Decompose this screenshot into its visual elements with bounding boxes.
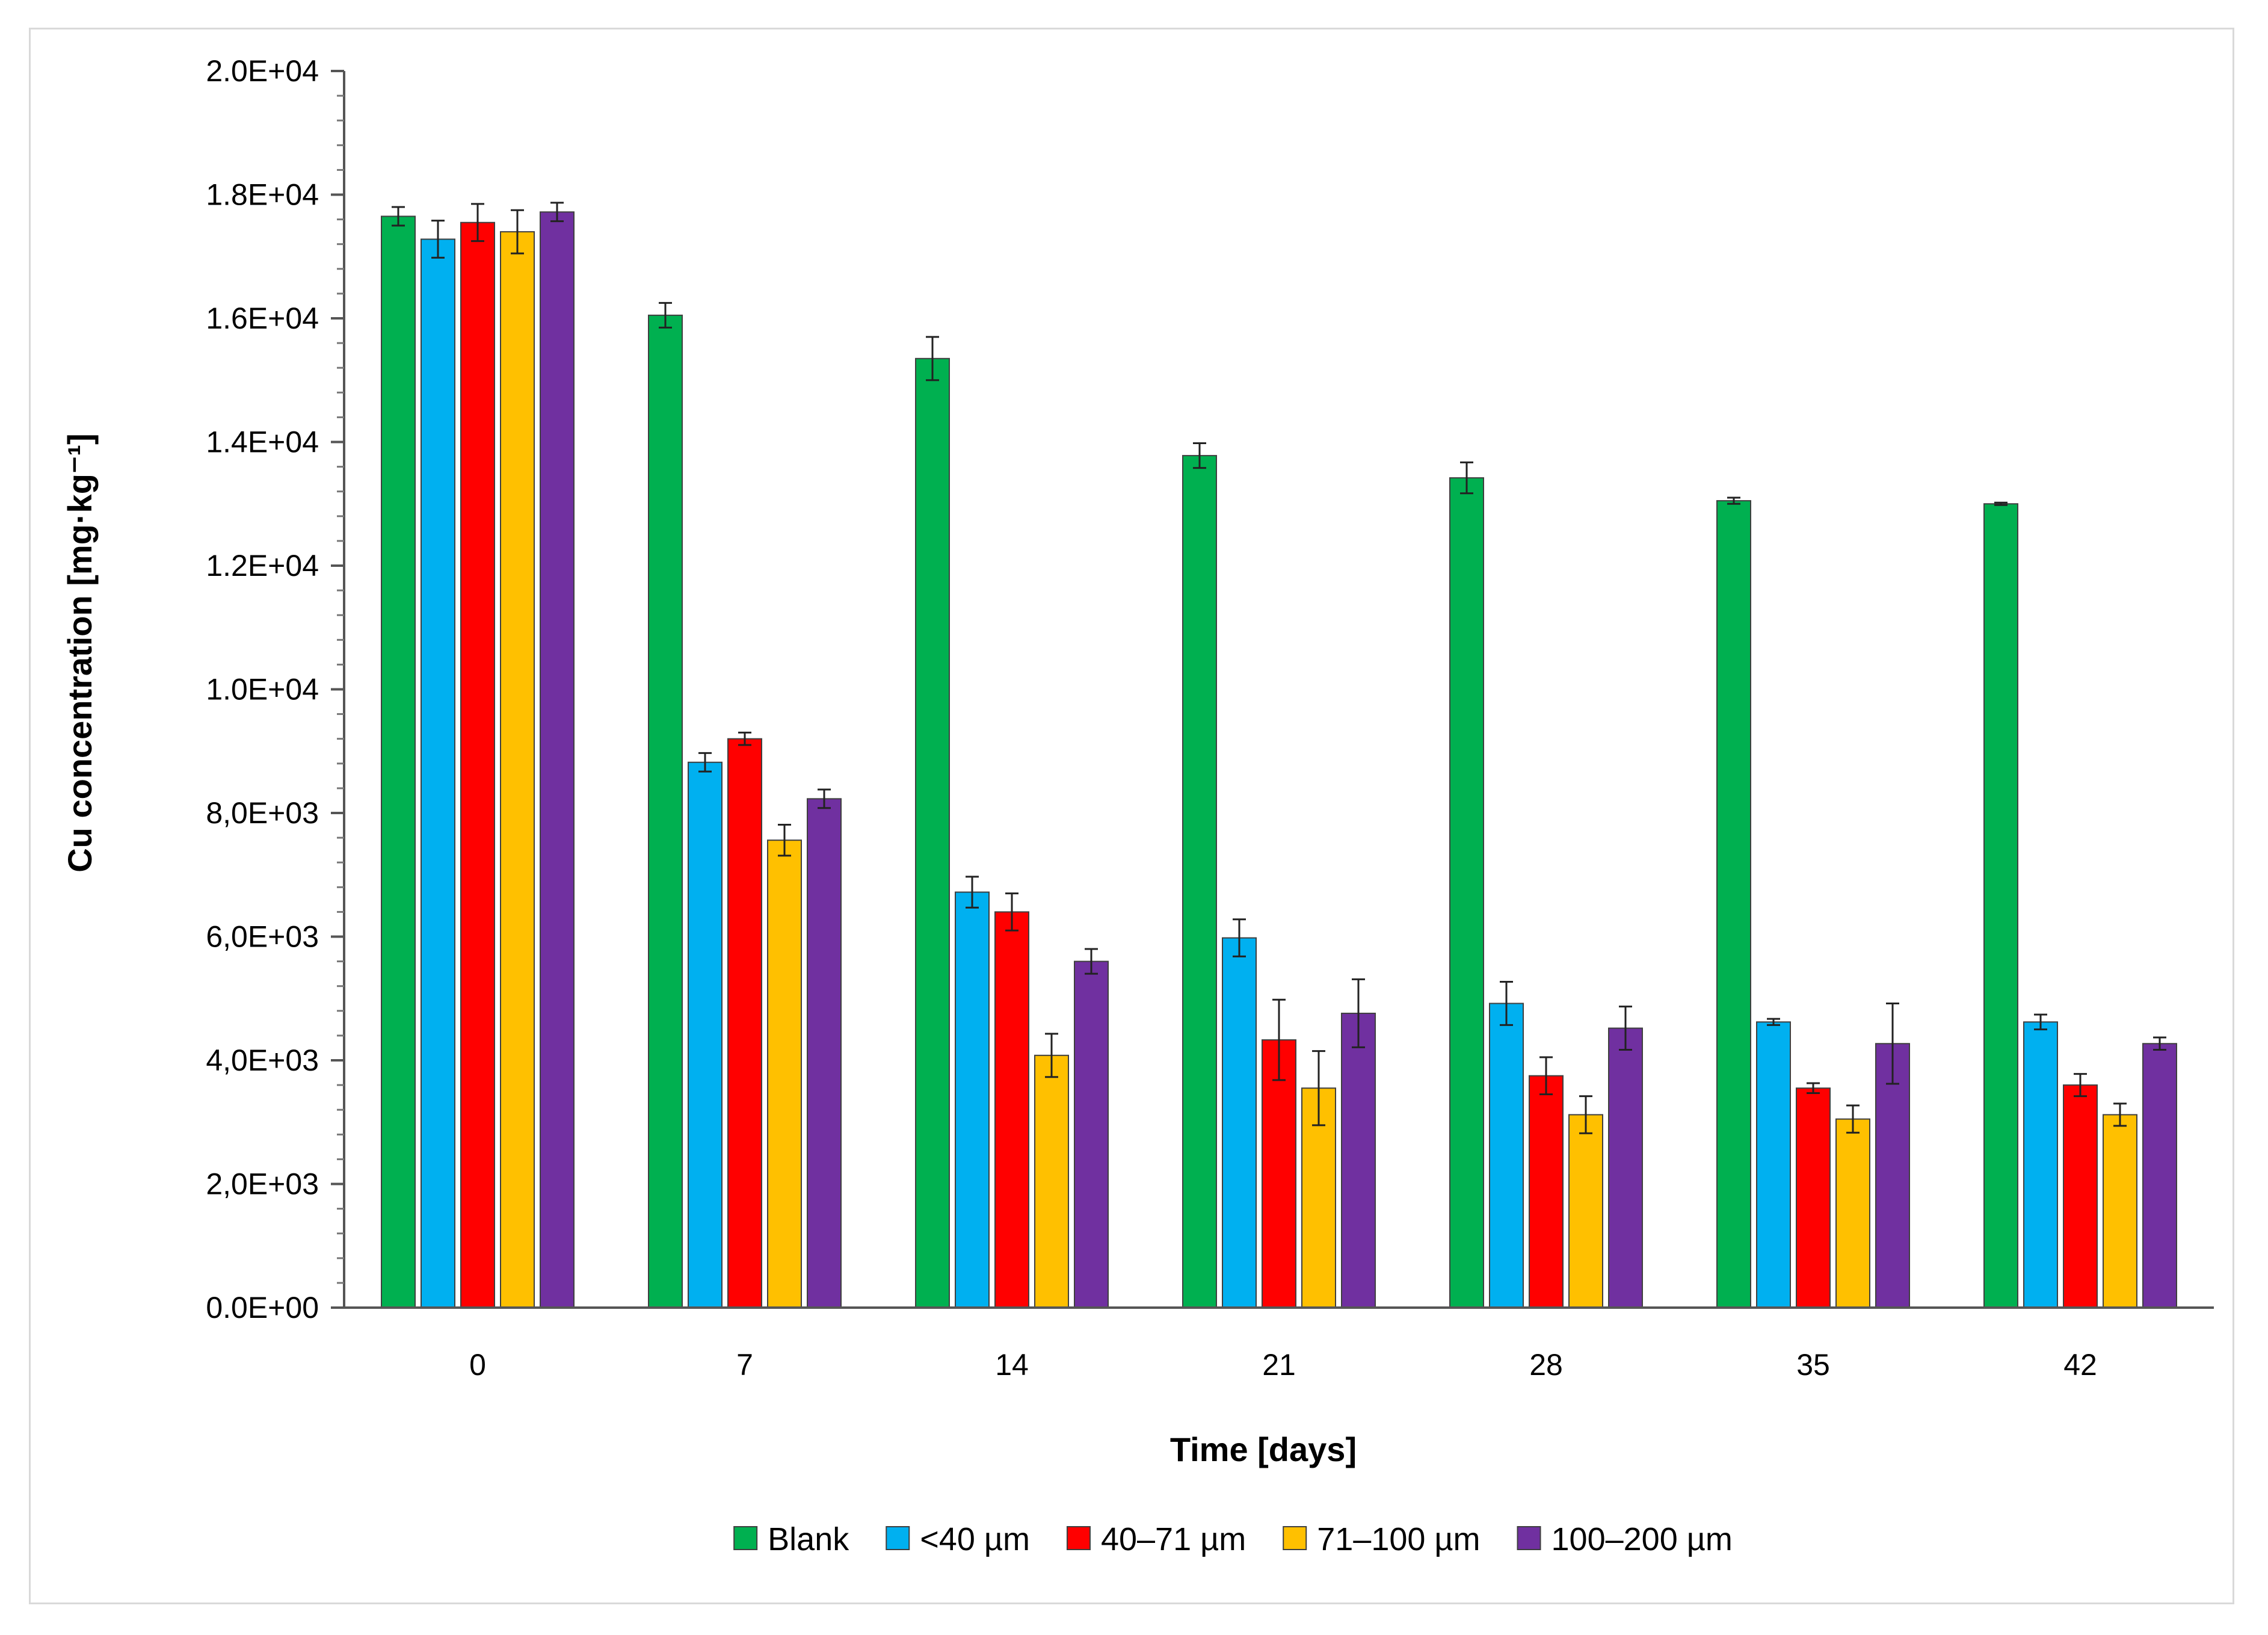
bar [1341, 1012, 1376, 1309]
y-tick-label: 2.0E+04 [206, 54, 319, 88]
legend-swatch [1283, 1526, 1307, 1550]
legend-swatch [1066, 1526, 1091, 1550]
legend-label: 100–200 µm [1552, 1521, 1733, 1557]
bar [688, 761, 723, 1308]
bar [381, 215, 416, 1308]
x-tick-label: 7 [736, 1348, 753, 1382]
bar [1716, 500, 1751, 1308]
bar [648, 314, 683, 1308]
bar [1756, 1021, 1791, 1309]
bar [1796, 1087, 1831, 1309]
bar [1489, 1003, 1524, 1308]
bar [1983, 503, 2018, 1308]
legend-label: Blank [768, 1521, 849, 1557]
y-tick-label: 1.4E+04 [206, 425, 319, 459]
bar [1568, 1114, 1603, 1309]
x-tick-label: 28 [1529, 1348, 1563, 1382]
y-tick-label: 1.6E+04 [206, 301, 319, 335]
y-tick-label: 8,0E+03 [206, 796, 319, 830]
y-tick-label: 1.0E+04 [206, 673, 319, 706]
bar [2023, 1021, 2058, 1309]
bar [500, 231, 535, 1308]
bar [460, 221, 495, 1308]
bar [1222, 937, 1257, 1309]
bar [1074, 960, 1109, 1308]
y-tick-label: 0.0E+00 [206, 1291, 319, 1324]
bar [807, 798, 842, 1309]
legend: Blank <40 µm 40–71 µm 71–100 µm 100–200 µm [733, 1521, 1733, 1557]
x-tick-label: 42 [2063, 1348, 2097, 1382]
bar [1034, 1054, 1069, 1309]
x-tick-label: 21 [1262, 1348, 1296, 1382]
axes [331, 70, 2214, 1309]
bar [1449, 477, 1484, 1308]
bar [2103, 1114, 2137, 1309]
bar [1529, 1075, 1564, 1308]
x-axis-title: Time [days] [1170, 1430, 1357, 1468]
x-tick-label: 14 [995, 1348, 1029, 1382]
bar [2063, 1084, 2098, 1308]
legend-swatch [1517, 1526, 1541, 1550]
legend-label: 71–100 µm [1317, 1521, 1480, 1557]
bars [381, 202, 2177, 1309]
legend-swatch [733, 1526, 758, 1550]
bar [1182, 455, 1217, 1308]
y-tick-label: 1.2E+04 [206, 549, 319, 583]
bar [1608, 1027, 1643, 1308]
bar [915, 357, 950, 1308]
y-tick-label: 4,0E+03 [206, 1043, 319, 1077]
legend-swatch [886, 1526, 910, 1550]
bar [767, 839, 802, 1308]
chart-frame [29, 28, 2234, 1604]
tick-labels: 0.0E+00 2,0E+03 4,0E+03 6,0E+03 8,0E+03 1.0E+… [206, 54, 2097, 1382]
bar [2142, 1043, 2177, 1308]
y-tick-label: 6,0E+03 [206, 920, 319, 954]
bar [727, 738, 762, 1308]
y-tick-label: 2,0E+03 [206, 1167, 319, 1201]
legend-label: 40–71 µm [1101, 1521, 1246, 1557]
bar [955, 891, 990, 1308]
bar [1835, 1118, 1870, 1309]
y-axis-title: Cu concentration [mg·kg⁻¹] [61, 433, 99, 873]
legend-label: <40 µm [920, 1521, 1030, 1557]
bar [540, 211, 575, 1308]
x-tick-label: 35 [1796, 1348, 1830, 1382]
bar [1875, 1043, 1910, 1308]
bar [994, 911, 1029, 1308]
x-tick-label: 0 [469, 1348, 486, 1382]
bar [421, 238, 455, 1309]
y-tick-label: 1.8E+04 [206, 178, 319, 212]
